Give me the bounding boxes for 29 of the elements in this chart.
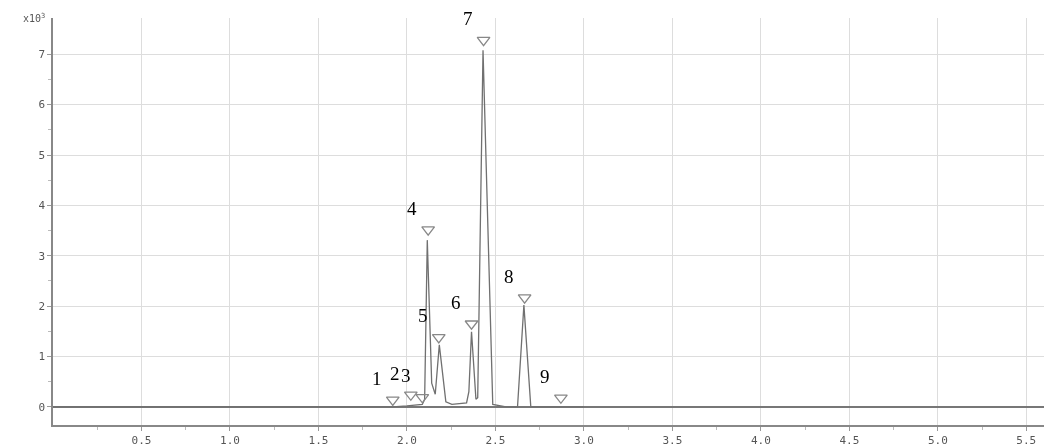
y-tick-label: 2 <box>38 299 46 313</box>
annotation: 3 <box>401 365 411 386</box>
y-tick-label: 4 <box>38 199 46 213</box>
annotation: 1 <box>372 368 382 389</box>
annotation: 7 <box>463 8 473 29</box>
x-tick-label: 1.0 <box>220 433 240 444</box>
annotation: 8 <box>504 266 514 287</box>
x-tick-label: 4.5 <box>839 433 860 444</box>
annotation: 5 <box>418 305 428 326</box>
y-tick-label: 6 <box>38 98 46 112</box>
x-tick-label: 3.0 <box>573 433 594 444</box>
annotation: 2 <box>390 363 400 384</box>
x-tick-label: 3.5 <box>662 433 683 444</box>
y-tick-label: 7 <box>38 48 46 62</box>
y-tick-label: 5 <box>38 148 46 162</box>
annotation: 9 <box>540 366 550 387</box>
x-tick-label: 0.5 <box>131 433 152 444</box>
x-tick-label: 2.0 <box>396 433 417 444</box>
annotation: 6 <box>451 292 461 313</box>
x-tick-label: 1.5 <box>308 433 329 444</box>
y-axis-title: x10$^{3}$ <box>23 12 46 25</box>
x-tick-label: 2.5 <box>485 433 506 444</box>
y-tick-label: 0 <box>38 400 46 414</box>
x-tick-label: 4.0 <box>750 433 771 444</box>
annotation: 4 <box>407 198 417 219</box>
y-tick-label: 1 <box>38 350 46 364</box>
x-tick-label: 5.5 <box>1016 433 1037 444</box>
y-tick-label: 3 <box>38 249 46 263</box>
x-tick-label: 5.0 <box>927 433 948 444</box>
